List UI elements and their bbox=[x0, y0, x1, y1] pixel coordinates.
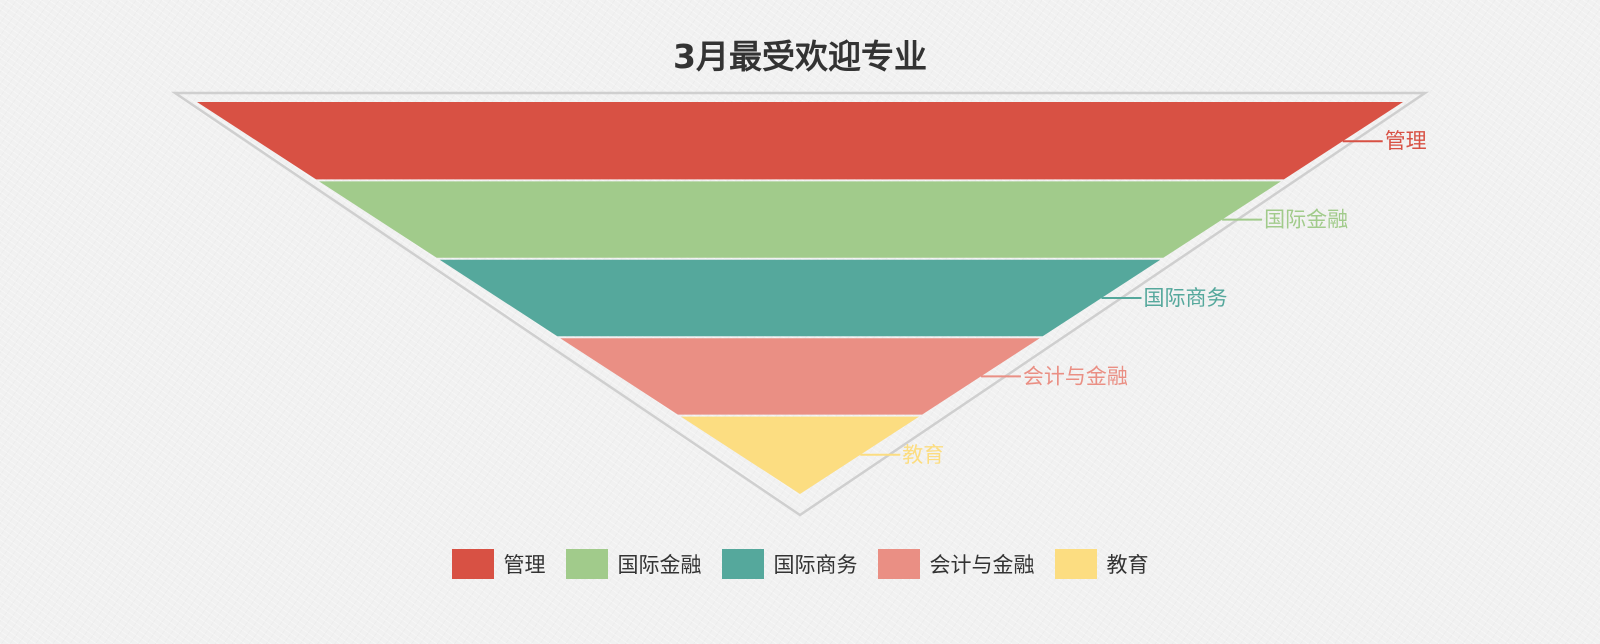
legend-item[interactable]: 管理 bbox=[451, 548, 546, 580]
legend-item[interactable]: 国际商务 bbox=[721, 548, 858, 580]
legend-swatch bbox=[451, 549, 494, 579]
funnel-segments bbox=[197, 102, 1403, 494]
funnel-segment bbox=[197, 102, 1403, 180]
legend-label: 管理 bbox=[503, 553, 546, 577]
funnel-label: 国际金融 bbox=[1264, 208, 1348, 232]
funnel-label: 教育 bbox=[902, 443, 944, 467]
legend-label: 国际金融 bbox=[617, 553, 702, 577]
legend-label: 会计与金融 bbox=[929, 553, 1035, 577]
funnel-label: 会计与金融 bbox=[1023, 364, 1128, 388]
legend-item[interactable]: 教育 bbox=[1054, 548, 1149, 580]
legend-item[interactable]: 国际金融 bbox=[565, 548, 702, 580]
funnel-segment bbox=[319, 181, 1281, 258]
funnel-segment bbox=[680, 416, 920, 494]
legend: 管理 国际金融 国际商务 会计与金融 教育 bbox=[0, 548, 1600, 580]
legend-label: 国际商务 bbox=[773, 553, 858, 577]
legend-label: 教育 bbox=[1106, 553, 1149, 577]
legend-swatch bbox=[565, 549, 608, 579]
funnel-segment bbox=[560, 338, 1040, 415]
legend-swatch bbox=[1054, 549, 1097, 579]
funnel-segment bbox=[439, 259, 1161, 337]
funnel-outline bbox=[170, 91, 1430, 517]
chart-title: 3月最受欢迎专业 bbox=[673, 37, 927, 76]
legend-swatch bbox=[877, 549, 920, 579]
funnel-label: 管理 bbox=[1385, 129, 1427, 153]
legend-item[interactable]: 会计与金融 bbox=[877, 548, 1035, 580]
legend-swatch bbox=[721, 549, 764, 579]
funnel-label: 国际商务 bbox=[1144, 286, 1228, 310]
